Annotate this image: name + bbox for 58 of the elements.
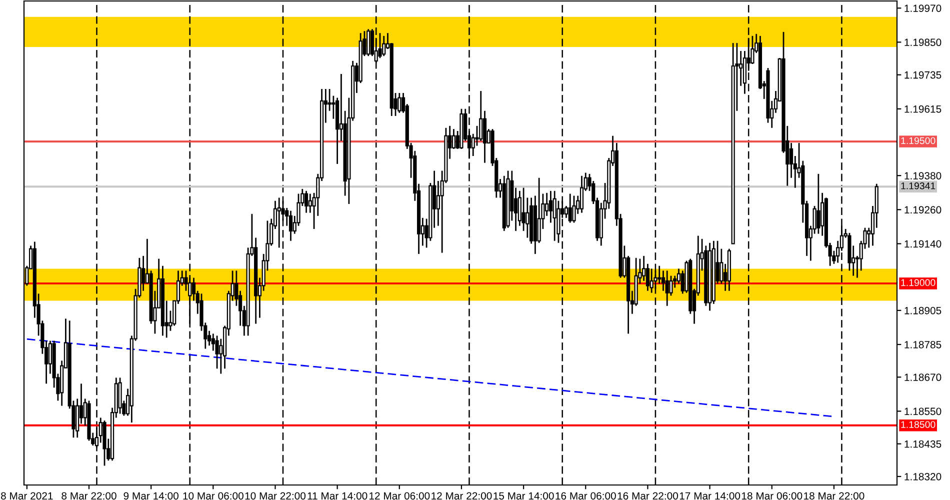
candlestick xyxy=(452,128,456,150)
candlestick xyxy=(665,270,669,307)
candlestick xyxy=(548,190,553,224)
candlestick xyxy=(537,177,541,244)
y-tick-label: 1.18905 xyxy=(904,306,942,314)
candlestick xyxy=(382,35,386,57)
x-tick-label: 12 Mar 22:00 xyxy=(432,492,492,500)
candlestick xyxy=(580,175,584,214)
x-tick-label: 16 Mar 06:00 xyxy=(556,492,616,500)
candlestick xyxy=(552,190,556,242)
y-tick-label: 1.19970 xyxy=(904,4,942,12)
ref-line-label: 1.19500 xyxy=(901,137,936,144)
candlestick xyxy=(816,173,820,234)
y-tick-label: 1.19850 xyxy=(904,38,942,46)
y-tick-label: 1.19735 xyxy=(904,71,942,79)
x-tick-label: 9 Mar 14:00 xyxy=(124,492,178,500)
candlestick xyxy=(545,192,549,217)
candlestick xyxy=(669,275,673,296)
x-tick-label: 8 Mar 22:00 xyxy=(62,492,116,500)
x-tick-label: 12 Mar 06:00 xyxy=(369,492,430,500)
x-tick-label: 18 Mar 22:00 xyxy=(804,492,864,500)
y-tick-label: 1.18785 xyxy=(904,340,942,348)
x-tick-label: 10 Mar 22:00 xyxy=(245,492,306,500)
candlestick xyxy=(215,334,219,370)
candlestick xyxy=(366,28,370,57)
x-tick-label: 16 Mar 22:00 xyxy=(618,492,678,500)
x-tick-label: 10 Mar 06:00 xyxy=(183,492,244,500)
y-tick-label: 1.18670 xyxy=(904,374,942,382)
x-tick-label: 17 Mar 14:00 xyxy=(680,492,740,500)
candlestick xyxy=(479,90,483,142)
y-tick-label: 1.18550 xyxy=(904,408,942,416)
y-tick-label: 1.18435 xyxy=(904,440,942,448)
candlestick xyxy=(658,265,662,284)
y-tick-label: 1.19140 xyxy=(904,240,942,248)
candlestick xyxy=(568,193,572,224)
candlestick xyxy=(398,92,402,114)
candlestick xyxy=(564,205,568,219)
y-tick-label: 1.19380 xyxy=(904,172,942,180)
x-tick-label: 11 Mar 14:00 xyxy=(308,492,368,500)
candlestick xyxy=(288,210,293,242)
ref-line-label: 1.19341 xyxy=(901,182,936,190)
candlestick xyxy=(308,193,312,214)
ref-line-label: 1.19000 xyxy=(901,279,936,286)
candlestick xyxy=(378,32,382,59)
y-tick-label: 1.18320 xyxy=(904,472,942,480)
x-tick-label: 15 Mar 14:00 xyxy=(494,492,554,500)
candlestick xyxy=(650,268,654,294)
y-tick-label: 1.19260 xyxy=(904,206,942,214)
candlestick xyxy=(518,190,522,227)
candlestick xyxy=(572,195,576,224)
candlestick xyxy=(304,190,308,214)
candlestick xyxy=(277,197,281,248)
candlestick xyxy=(522,187,526,232)
x-tick-label: 8 Mar 2021 xyxy=(1,492,53,500)
x-tick-label: 18 Mar 06:00 xyxy=(742,492,802,500)
candlestick xyxy=(328,88,332,112)
y-tick-label: 1.19615 xyxy=(904,105,942,113)
ref-line-label: 1.18500 xyxy=(901,421,936,428)
